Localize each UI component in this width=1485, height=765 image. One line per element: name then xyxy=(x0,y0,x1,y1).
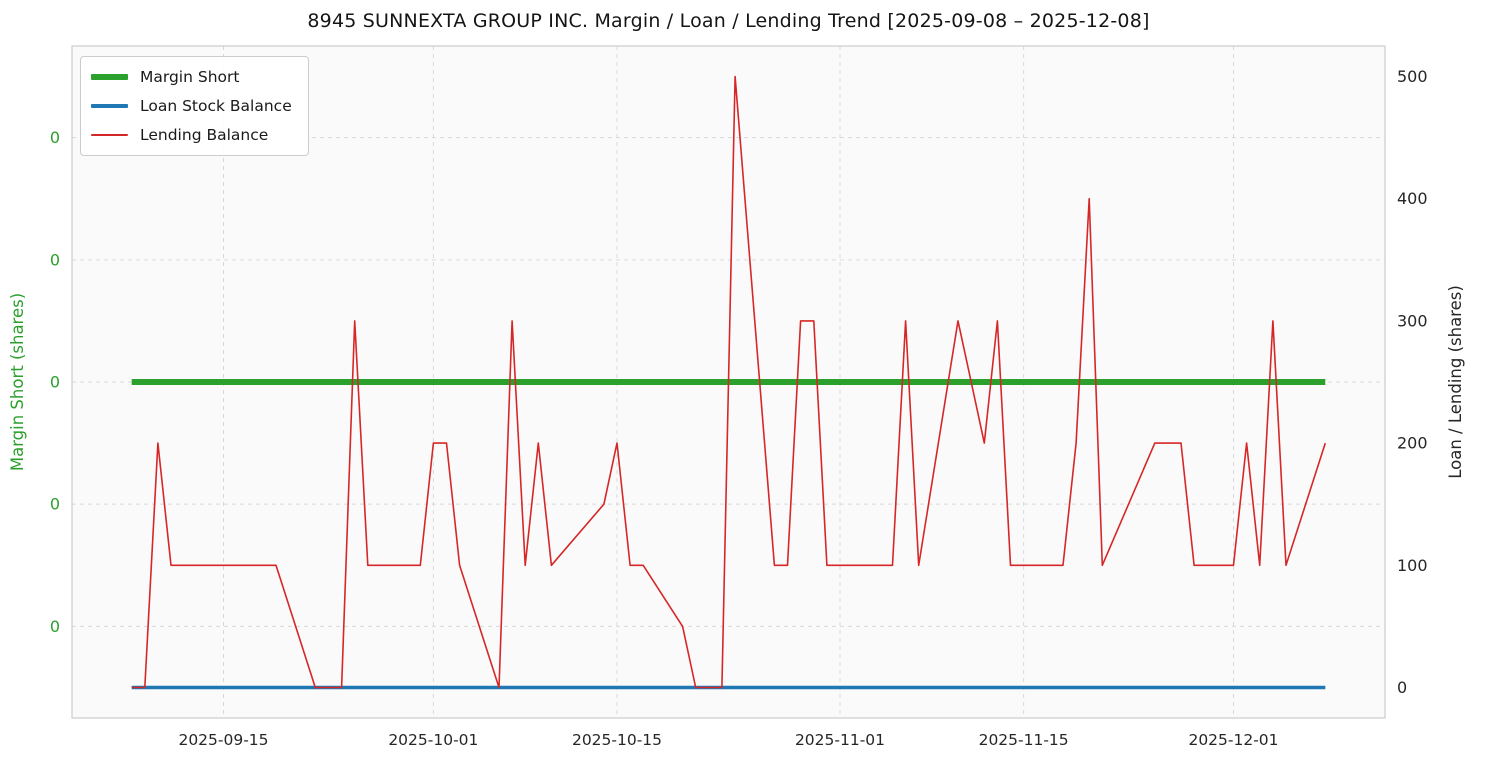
right-tick-label: 100 xyxy=(1397,556,1428,575)
right-tick-label: 200 xyxy=(1397,434,1428,453)
x-tick-label: 2025-11-01 xyxy=(795,731,885,749)
left-tick-label: 0 xyxy=(50,617,60,636)
right-tick-label: 300 xyxy=(1397,311,1428,330)
left-axis-ylabel: Margin Short (shares) xyxy=(8,293,27,471)
legend-label-margin-short: Margin Short xyxy=(140,68,240,86)
right-tick-label: 500 xyxy=(1397,67,1428,86)
x-tick-label: 2025-10-01 xyxy=(388,731,478,749)
chart-legend: Margin Short Loan Stock Balance Lending … xyxy=(80,56,309,156)
plot-frame xyxy=(71,45,1386,719)
legend-item-lending-balance: Lending Balance xyxy=(91,126,292,144)
legend-label-lending-balance: Lending Balance xyxy=(140,126,269,144)
legend-label-loan-stock-balance: Loan Stock Balance xyxy=(140,97,292,115)
right-axis-ylabel: Loan / Lending (shares) xyxy=(1446,285,1465,479)
left-tick-label: 0 xyxy=(50,128,60,147)
legend-item-loan-stock-balance: Loan Stock Balance xyxy=(91,97,292,115)
x-tick-label: 2025-10-15 xyxy=(572,731,662,749)
left-tick-label: 0 xyxy=(50,250,60,269)
x-tick-label: 2025-09-15 xyxy=(178,731,268,749)
legend-line-lending-balance-icon xyxy=(91,134,128,136)
right-tick-label: 400 xyxy=(1397,189,1428,208)
chart-title: 8945 SUNNEXTA GROUP INC. Margin / Loan /… xyxy=(307,10,1150,32)
left-tick-label: 0 xyxy=(50,373,60,392)
legend-line-margin-short-icon xyxy=(91,74,128,80)
x-tick-label: 2025-12-01 xyxy=(1188,731,1278,749)
x-tick-label: 2025-11-15 xyxy=(979,731,1069,749)
legend-item-margin-short: Margin Short xyxy=(91,68,292,86)
right-tick-label: 0 xyxy=(1397,678,1407,697)
series-line-lending-balance xyxy=(131,75,1327,689)
legend-line-loan-stock-balance-icon xyxy=(91,104,128,108)
left-tick-label: 0 xyxy=(50,495,60,514)
